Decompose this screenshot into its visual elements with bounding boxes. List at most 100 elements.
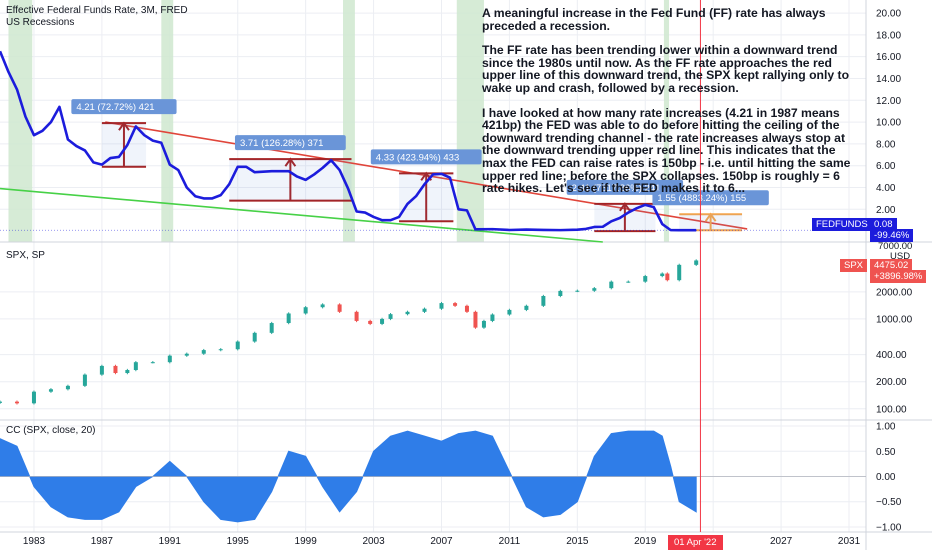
hike-range-fill-1 [229,159,352,201]
spx-candle-21 [337,304,342,312]
spx-y-tick-2: 400.00 [876,350,907,361]
cc-y-tick-0: −1.00 [876,522,902,533]
recession-band-0 [8,0,33,242]
cc-y-tick-3: 0.50 [876,447,896,458]
spx-candle-1 [14,401,19,404]
x-tick-2: 1991 [159,536,182,547]
hike-label-0: 4.21 (72.72%) 421 [76,102,154,113]
fed-y-tick-5: 12.00 [876,96,901,107]
spx-candle-17 [269,323,274,333]
cc-pane-title: CC (SPX, close, 20) [6,425,96,436]
spx-candle-34 [507,309,512,315]
x-tick-1: 1987 [91,536,114,547]
spx-candle-8 [125,370,130,374]
x-tick-7: 2011 [499,536,521,547]
spx-candle-15 [235,341,240,350]
annotation-paragraph-3: I have looked at how many rate increases… [482,105,851,196]
spx-name-tag: SPX [840,259,868,272]
cc-y-tick-1: −0.50 [876,497,902,508]
x-tick-11: 2027 [770,536,793,547]
spx-candle-42 [643,276,648,282]
spx-candle-20 [320,304,325,308]
spx-candle-7 [113,365,118,374]
spx-candle-22 [354,311,359,321]
analysis-annotation: A meaningful increase in the Fed Fund (F… [482,7,854,207]
fed-y-tick-9: 20.00 [876,9,901,20]
spx-candle-9 [133,362,138,371]
spx-candle-44 [665,273,670,281]
spx-candle-39 [592,288,597,291]
spx-candle-3 [48,389,53,392]
recession-band-3 [456,0,484,242]
recession-band-2 [343,0,355,242]
hike-label-4: 1.55 (4883.24%) 155 [657,193,746,204]
spx-candle-6 [99,365,104,375]
fedfunds-value-tag: 0.08 [870,218,897,231]
hike-label-2: 4.33 (423.94%) 433 [376,152,459,163]
spx-candle-25 [388,314,393,319]
spx-candle-19 [303,307,308,314]
spx-candle-18 [286,313,291,324]
spx-candle-12 [184,353,189,356]
hike-label-box-2 [370,149,482,165]
spx-candle-5 [82,374,87,386]
annotation-paragraph-2: The FF rate has been trending lower with… [482,43,850,95]
x-tick-9: 2019 [634,536,657,547]
spx-candle-23 [368,320,373,324]
fed-funds-pane-title: Effective Federal Funds Rate, 3M, FRED [6,5,188,16]
spx-candle-4 [65,385,70,390]
x-tick-6: 2007 [430,536,453,547]
current-date-label: 01 Apr '22 [668,535,723,550]
fedfunds-change-tag: -99.46% [870,229,914,242]
x-tick-3: 1995 [227,536,250,547]
spx-candle-0 [0,401,2,403]
support-line [0,187,603,243]
fed-y-tick-4: 10.00 [876,118,901,129]
hike-label-1: 3.71 (126.28%) 371 [240,138,323,149]
spx-candle-2 [31,391,36,404]
fedfunds-series-line [0,50,697,232]
spx-y-tick-1: 200.00 [876,377,907,388]
hike-marker-0 [101,121,147,168]
spx-pane-title: SPX, SP [6,250,45,261]
hike-label-3: 2.41 (7617.86%) 241 [572,183,661,194]
spx-candle-35 [524,305,529,310]
spx-y-tick-4: 2000.00 [876,287,913,298]
hike-label-box-4 [652,190,769,206]
spx-candle-10 [150,362,155,364]
fed-y-tick-8: 18.00 [876,30,901,41]
hike-label-box-0 [71,99,177,115]
recessions-subtitle: US Recessions [6,17,75,28]
spx-top-tick-label: 7000.00 [878,241,913,252]
spx-y-tick-0: 100.00 [876,404,907,415]
fed-y-tick-1: 4.00 [876,183,896,194]
spx-value-tag: 4475.02 [870,259,913,272]
spx-candle-32 [481,320,486,328]
x-tick-12: 2031 [838,536,861,547]
fed-y-tick-2: 6.00 [876,161,896,172]
spx-candle-45 [677,264,682,281]
spx-candle-11 [167,355,172,363]
fed-y-tick-3: 8.00 [876,139,896,150]
x-tick-0: 1983 [23,536,46,547]
spx-candle-46 [694,260,699,265]
spx-candle-26 [405,311,410,315]
recession-band-1 [161,0,174,242]
spx-candle-31 [473,311,478,328]
recession-band-4 [663,0,670,242]
fed-y-tick-0: 2.00 [876,205,896,216]
fed-y-tick-7: 16.00 [876,52,901,63]
spx-candle-41 [626,281,631,283]
fedfunds-name-tag: FEDFUNDS [812,218,872,231]
hike-range-fill-4 [679,214,743,231]
x-tick-4: 1999 [295,536,318,547]
x-tick-8: 2015 [566,536,589,547]
spx-candle-40 [609,281,614,289]
annotation-paragraph-1: A meaningful increase in the Fed Fund (F… [482,6,826,33]
spx-candle-33 [490,314,495,321]
cc-y-tick-2: 0.00 [876,472,896,483]
spx-candle-43 [660,273,665,277]
fed-y-tick-6: 14.00 [876,74,901,85]
hike-label-box-1 [234,135,346,151]
